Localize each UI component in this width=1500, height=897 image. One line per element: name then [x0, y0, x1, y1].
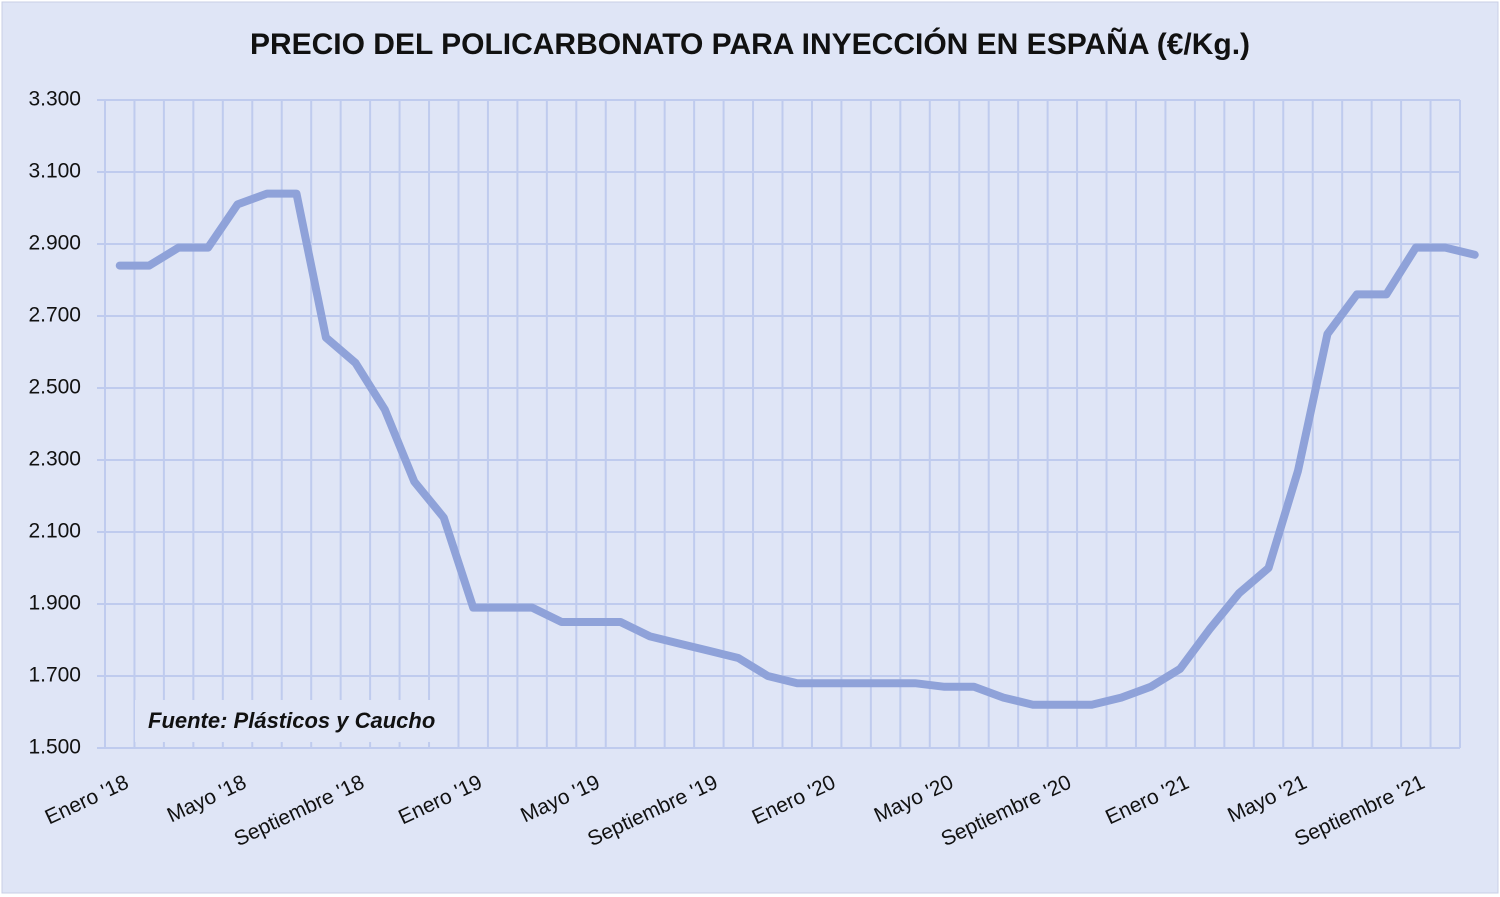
y-tick-label: 3.100	[28, 160, 81, 183]
line-series	[115, 189, 1479, 709]
annotation: Fuente: Plásticos y Caucho	[148, 708, 435, 733]
y-tick-label: 2.100	[28, 520, 81, 543]
y-tick-label: 3.300	[28, 88, 81, 111]
y-tick-label: 1.500	[28, 736, 81, 759]
y-tick-label: 1.900	[28, 592, 81, 615]
y-tick-label: 2.900	[28, 232, 81, 255]
annotation-background	[135, 700, 445, 742]
y-tick-label: 2.300	[28, 448, 81, 471]
y-tick-label: 2.700	[28, 304, 81, 327]
y-tick-label: 2.500	[28, 376, 81, 399]
chart-title: PRECIO DEL POLICARBONATO PARA INYECCIÓN …	[250, 27, 1250, 61]
y-tick-label: 1.700	[28, 664, 81, 687]
